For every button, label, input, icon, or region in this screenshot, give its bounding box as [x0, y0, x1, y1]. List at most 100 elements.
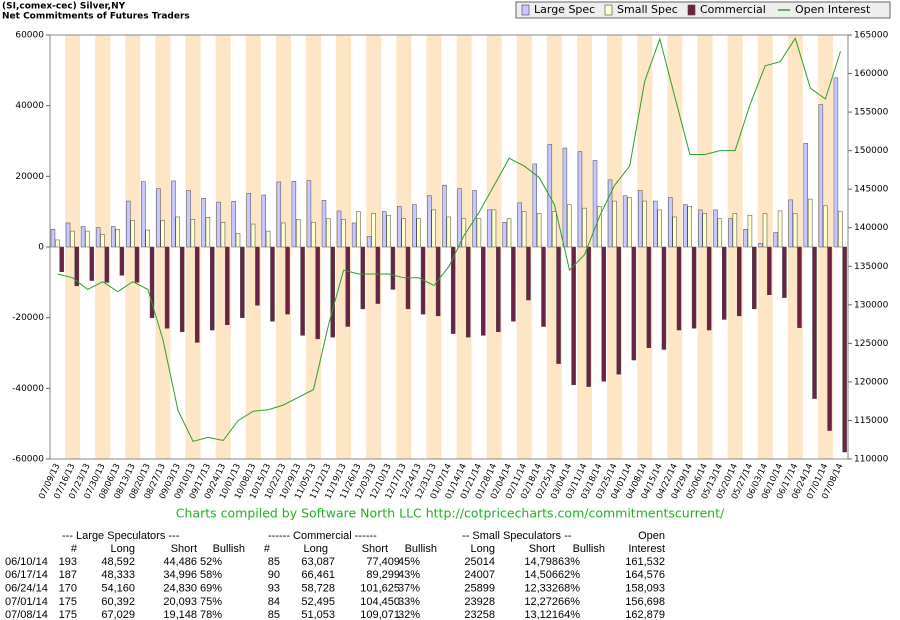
bar	[416, 218, 421, 248]
table-cell: 64%	[558, 609, 580, 620]
bar	[265, 230, 271, 248]
bar	[246, 193, 251, 248]
bar	[104, 246, 110, 283]
bar	[300, 246, 305, 336]
bar	[491, 209, 497, 248]
table-cell: 06/17/14	[5, 569, 48, 581]
table-cell: 85	[268, 609, 280, 620]
bar	[767, 246, 772, 295]
chart-title: (SI,comex-cec) Silver,NY	[2, 2, 126, 12]
y2-tick-label: 165000	[854, 31, 889, 41]
bar	[164, 246, 170, 329]
table-cell: 75%	[200, 596, 222, 608]
bar	[130, 220, 135, 248]
bar	[216, 201, 221, 248]
bar	[842, 246, 847, 453]
table-cell: 52,495	[301, 596, 335, 608]
bar	[597, 206, 602, 248]
table-cell: 90	[268, 569, 280, 581]
bar	[235, 233, 241, 248]
bar	[442, 184, 447, 248]
y-tick-label: 0	[38, 243, 44, 253]
table-cell: 07/08/14	[5, 609, 48, 620]
table-cell: 25899	[464, 583, 495, 595]
legend-marker	[604, 4, 613, 16]
table-cell: 43%	[398, 569, 420, 581]
bar	[80, 226, 86, 248]
table-cell: 58,728	[301, 583, 335, 595]
bar	[476, 218, 482, 248]
table-column-header: #	[264, 543, 271, 555]
bar	[186, 190, 191, 248]
bar	[126, 200, 131, 248]
bar	[803, 143, 809, 248]
bar	[607, 179, 613, 248]
bar	[210, 246, 215, 331]
table-cell: 32%	[398, 609, 420, 620]
table-column-header: Bullish	[573, 543, 605, 555]
bar	[145, 229, 150, 248]
bar	[255, 246, 260, 306]
table-cell: 69%	[200, 583, 222, 595]
bar	[713, 209, 718, 248]
table-cell: 06/10/14	[5, 556, 48, 568]
bar	[502, 222, 507, 248]
bar	[586, 246, 591, 387]
table-column-header: Short	[171, 543, 197, 555]
bar	[201, 197, 206, 248]
table-cell: 24,830	[163, 583, 197, 595]
bar	[556, 246, 561, 364]
bar	[833, 77, 839, 248]
bar	[782, 246, 787, 298]
bar	[95, 227, 101, 248]
bar	[296, 219, 301, 248]
bar	[541, 246, 546, 327]
bar	[341, 219, 346, 248]
bar	[427, 195, 432, 248]
bar	[457, 188, 462, 248]
bar	[375, 246, 381, 304]
bar	[571, 246, 576, 386]
y2-tick-label: 145000	[854, 185, 889, 195]
table-column-header: Short	[362, 543, 388, 555]
bar	[612, 200, 617, 248]
bar	[788, 199, 793, 248]
bar	[601, 246, 606, 382]
bar	[743, 229, 748, 248]
bar	[683, 204, 688, 248]
bar	[371, 213, 376, 248]
table-cell: 77,409	[366, 556, 400, 568]
table-cell: 85	[268, 556, 280, 568]
table-cell: 158,093	[625, 583, 665, 595]
bar	[360, 246, 366, 310]
bar	[190, 219, 196, 248]
y2-tick-label: 135000	[854, 262, 889, 272]
y-tick-label: -60000	[12, 455, 44, 465]
bar	[526, 246, 531, 301]
table-cell: 84	[268, 596, 280, 608]
table-column-header: Long	[304, 543, 328, 555]
table-cell: 63%	[558, 556, 580, 568]
bar	[330, 246, 335, 338]
bar	[59, 246, 64, 272]
bar	[721, 246, 727, 320]
y2-tick-label: 110000	[854, 455, 889, 465]
bar	[506, 218, 512, 248]
bar	[381, 211, 387, 248]
bar	[773, 232, 778, 248]
bar	[758, 243, 763, 248]
bar	[657, 209, 662, 248]
table-cell: 12,272	[524, 596, 558, 608]
table-cell: 175	[59, 609, 77, 620]
bar	[747, 214, 753, 248]
bar	[345, 246, 351, 327]
bar	[311, 222, 316, 248]
bar	[446, 216, 452, 248]
bar	[119, 246, 125, 276]
bar	[160, 220, 165, 248]
table-cell: 156,698	[625, 596, 665, 608]
y-tick-label: -40000	[12, 384, 44, 394]
bar	[351, 222, 357, 248]
legend-label: Small Spec	[617, 3, 678, 16]
table-group-header: Open	[638, 530, 665, 542]
